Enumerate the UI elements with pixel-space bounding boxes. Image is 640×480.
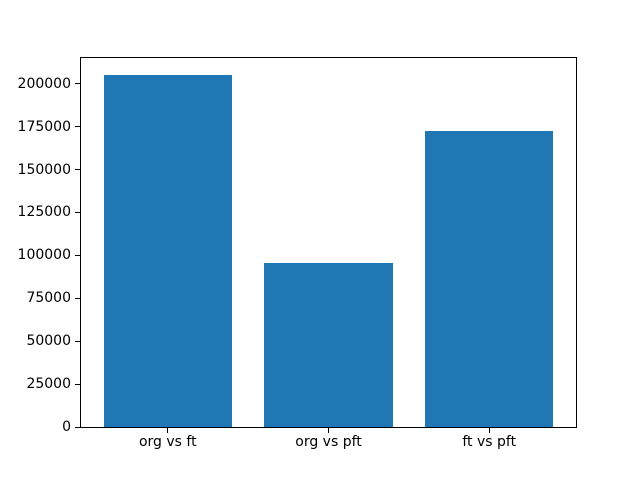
y-axis-tick-mark (75, 297, 80, 299)
x-axis-tick-mark (328, 428, 329, 433)
y-axis-tick-label: 25000 (26, 376, 71, 393)
x-axis-tick-label: org vs pft (295, 434, 362, 450)
x-axis-tick-label: org vs ft (138, 434, 197, 450)
y-axis-tick-mark (75, 426, 80, 428)
x-axis-tick-mark (167, 428, 169, 433)
bar-org-vs-pft (264, 263, 393, 427)
bar-ft-vs-pft (424, 130, 554, 427)
x-axis-tick-label: ft vs pft (462, 434, 517, 450)
y-axis-tick-mark (75, 254, 80, 256)
y-axis-tick-label: 0 (62, 419, 71, 435)
y-axis-tick-label: 200000 (17, 75, 71, 92)
y-axis-tick-label: 50000 (26, 333, 71, 350)
y-axis-tick-mark (75, 83, 80, 85)
y-axis-tick-mark (75, 211, 80, 213)
plot-area: 0 25000 50000 75000 100000 125000 150000 175000… (18, 57, 577, 449)
y-axis-tick-label: 175000 (17, 118, 71, 135)
y-axis-tick-mark (75, 383, 80, 385)
y-axis-tick-mark (75, 126, 80, 128)
bar-org-vs-ft (103, 75, 233, 427)
y-axis-tick-label: 125000 (17, 204, 71, 221)
x-axis-tick-mark (488, 428, 490, 433)
y-axis-tick-label: 150000 (17, 161, 71, 178)
y-axis-tick-label: 75000 (26, 290, 71, 307)
y-axis-tick-label: 100000 (17, 247, 71, 264)
y-axis-tick-mark (75, 340, 80, 342)
y-axis-tick-mark (75, 169, 80, 171)
